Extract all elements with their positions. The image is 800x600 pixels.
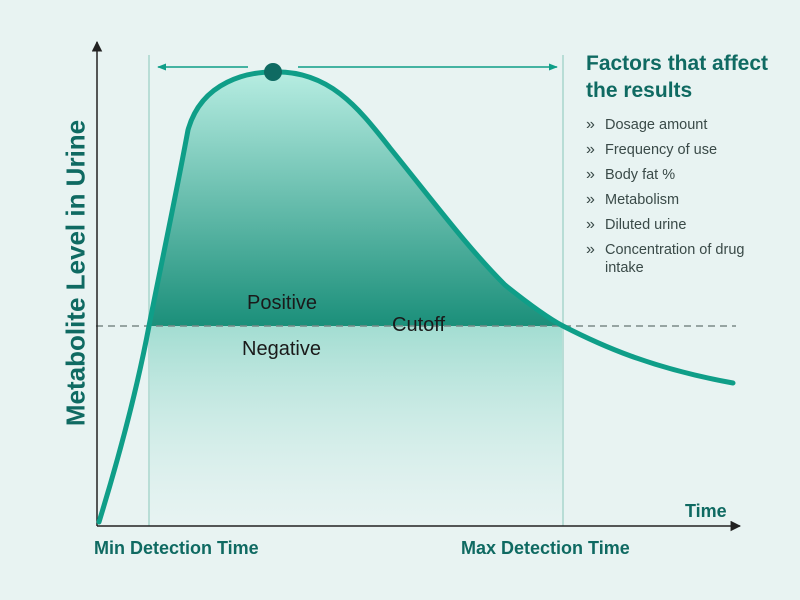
factor-text: Concentration of drug intake xyxy=(605,242,745,276)
factor-text: Frequency of use xyxy=(605,142,718,158)
cutoff-label: Cutoff xyxy=(392,314,445,336)
factor-item: » Dosage amount xyxy=(586,116,786,134)
metabolite-curve xyxy=(96,69,736,525)
double-chevron-right-icon: » xyxy=(586,141,595,158)
factor-text: Diluted urine xyxy=(605,217,687,233)
factor-item: » Concentration of drug intake xyxy=(586,241,786,277)
double-chevron-right-icon: » xyxy=(586,241,595,258)
positive-region xyxy=(149,71,563,326)
x-axis-label: Time xyxy=(685,501,727,521)
factor-item: » Body fat % xyxy=(586,166,786,184)
max-detection-label: Max Detection Time xyxy=(461,538,630,558)
factor-item: » Diluted urine xyxy=(586,216,786,234)
y-axis-label: Metabolite Level in Urine xyxy=(60,119,91,427)
peak-marker xyxy=(264,63,282,81)
double-chevron-right-icon: » xyxy=(586,116,595,133)
positive-label: Positive xyxy=(247,292,318,314)
factor-text: Dosage amount xyxy=(605,117,708,133)
factors-title: Factors that affect the results xyxy=(586,52,769,102)
double-chevron-right-icon: » xyxy=(586,191,595,208)
negative-region xyxy=(149,326,563,526)
factors-panel: Factors that affect the results » Dosage… xyxy=(586,50,786,284)
factor-item: » Metabolism xyxy=(586,191,786,209)
negative-label: Negative xyxy=(242,338,321,360)
double-chevron-right-icon: » xyxy=(586,216,595,233)
double-chevron-right-icon: » xyxy=(586,166,595,183)
min-detection-label: Min Detection Time xyxy=(94,538,259,558)
factor-text: Metabolism xyxy=(605,192,680,208)
factors-list: » Dosage amount » Frequency of use » Bod… xyxy=(586,116,786,277)
factor-text: Body fat % xyxy=(605,167,676,183)
factor-item: » Frequency of use xyxy=(586,141,786,159)
